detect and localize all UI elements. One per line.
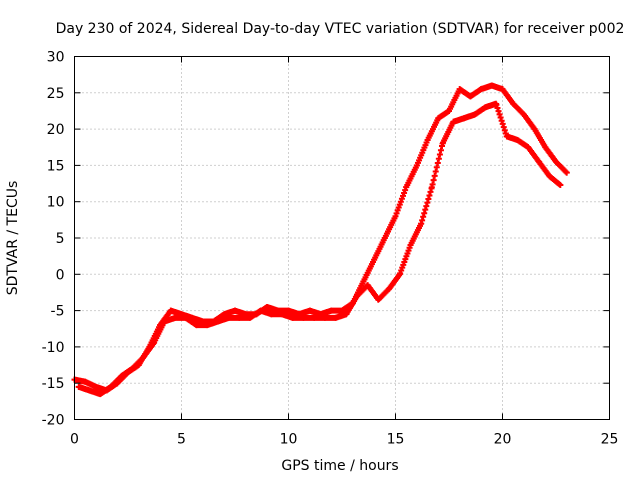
y-tick-label: -10	[42, 340, 65, 356]
y-tick-label: 5	[56, 231, 65, 247]
tick-layer: 0 5 10 15 20 25 -20 -15 -10 -5 0 5 10 15 20 25 30	[42, 50, 619, 448]
y-tick-label: 20	[47, 122, 65, 138]
chart-title: Day 230 of 2024, Sidereal Day-to-day VTE…	[56, 21, 625, 37]
y-axis-label: SDTVAR / TECUs	[5, 181, 21, 296]
x-tick-label: 10	[280, 432, 298, 448]
grid-layer	[74, 56, 610, 420]
series-1	[75, 100, 564, 398]
y-tick-label: -20	[42, 413, 65, 429]
y-tick-label: 15	[47, 158, 65, 174]
y-tick-label: 0	[56, 267, 65, 283]
x-tick-label: 20	[494, 432, 512, 448]
series-1-trace	[75, 100, 564, 397]
y-tick-label: 25	[47, 86, 65, 102]
y-tick-label: -5	[51, 304, 65, 320]
x-tick-label: 0	[70, 432, 79, 448]
x-tick-label: 15	[387, 432, 405, 448]
y-tick-label: -15	[42, 376, 65, 392]
x-tick-label: 5	[177, 432, 186, 448]
y-tick-label: 10	[47, 195, 65, 211]
y-tick-label: 30	[47, 50, 65, 66]
data-layer	[71, 82, 570, 398]
x-tick-label: 25	[601, 432, 619, 448]
x-axis-label: GPS time / hours	[281, 458, 398, 474]
